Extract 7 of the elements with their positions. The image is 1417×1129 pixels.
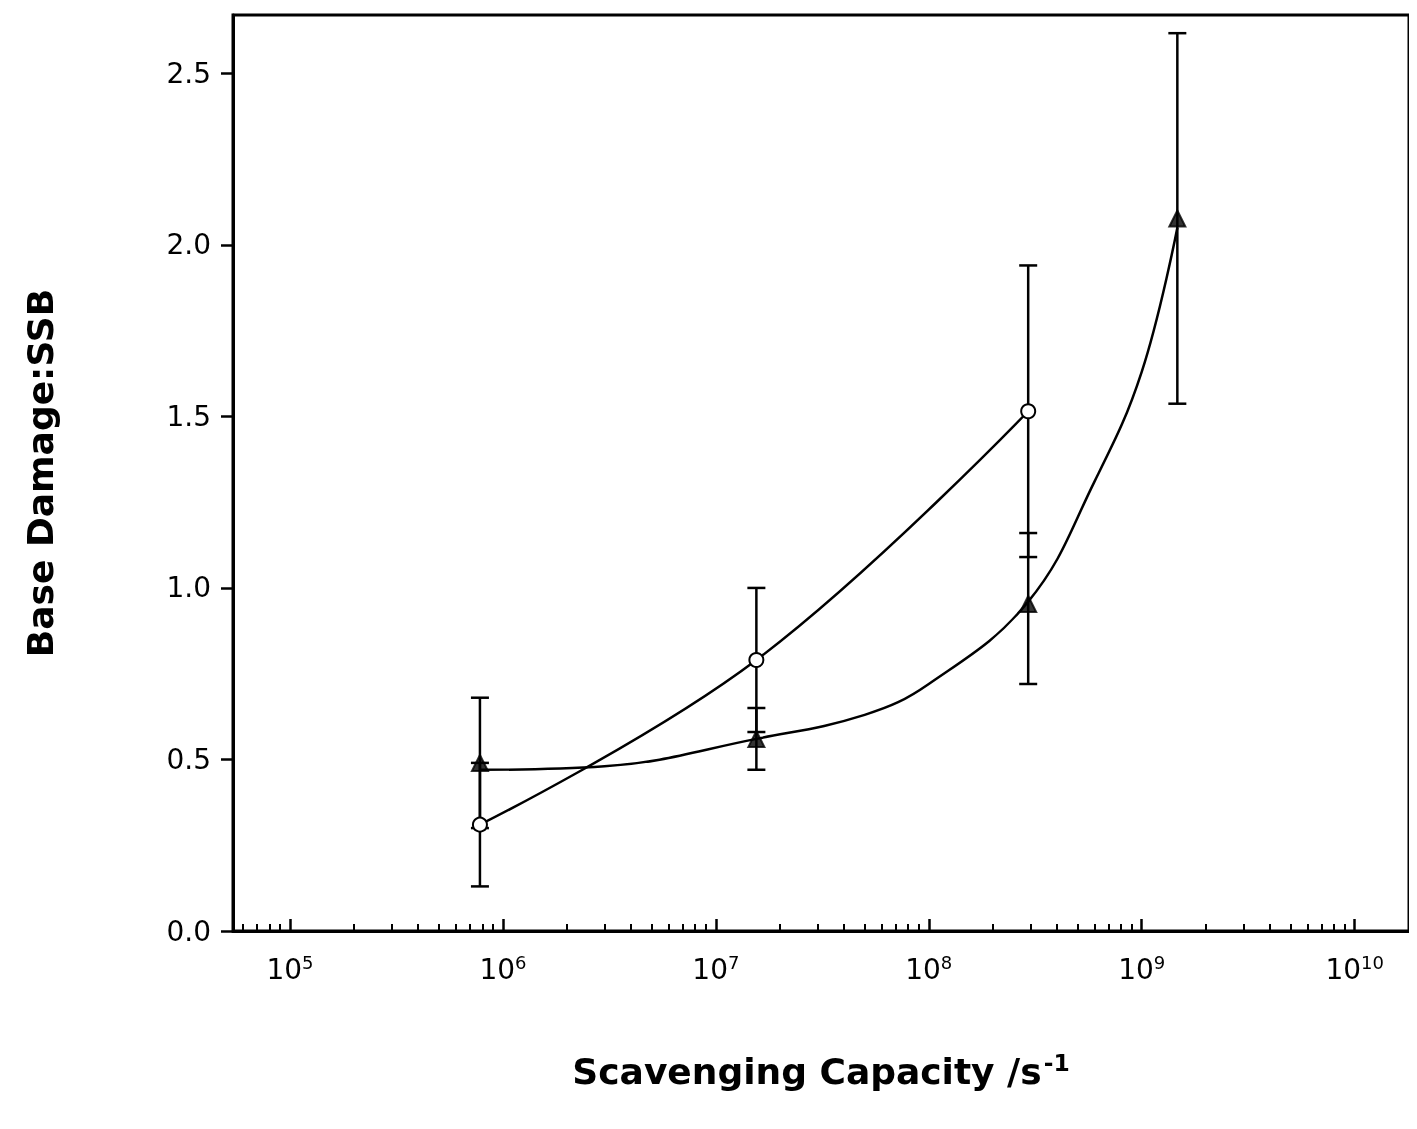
y-tick-label: 0.5 (166, 742, 211, 776)
y-tick-label: 1.5 (166, 399, 211, 433)
y-tick-label: 2.0 (166, 228, 211, 262)
y-axis-title: Base Damage:SSB (19, 288, 61, 658)
y-tick-label: 1.0 (166, 571, 211, 605)
y-tick-label: 2.5 (166, 56, 211, 90)
y-tick-label: 0.0 (166, 914, 211, 948)
